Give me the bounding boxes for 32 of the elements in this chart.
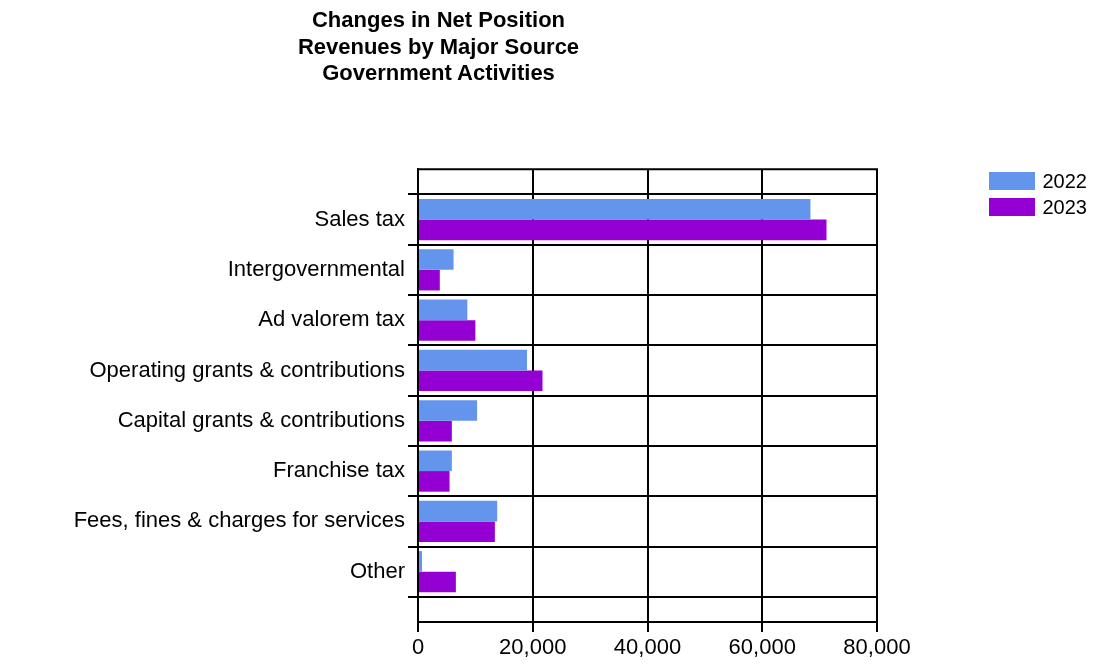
chart-title: Changes in Net Position Revenues by Major Source Government Activities — [297, 7, 580, 86]
bar — [419, 471, 450, 492]
bar — [419, 269, 440, 291]
x-tick-label: 80,000 — [843, 634, 911, 660]
x-tick-label: 0 — [411, 634, 425, 660]
y-tick-label: Ad valorem tax — [258, 306, 405, 332]
y-tick-label: Capital grants & contributions — [117, 406, 405, 432]
x-tick-label: 60,000 — [728, 634, 796, 660]
bar — [419, 500, 498, 522]
y-tick-label: Franchise tax — [272, 457, 405, 483]
bar — [419, 571, 456, 593]
y-tick-label: Sales tax — [314, 205, 405, 231]
bar — [419, 198, 811, 220]
y-tick-label: Operating grants & contributions — [89, 356, 405, 382]
bar — [419, 249, 454, 270]
y-tick-label: Fees, fines & charges for services — [73, 507, 405, 533]
bar — [419, 299, 468, 321]
bar — [419, 551, 423, 572]
bar — [419, 450, 452, 472]
bar — [419, 420, 452, 442]
x-tick-label: 40,000 — [613, 634, 682, 660]
bar — [419, 370, 543, 392]
bar — [419, 320, 476, 341]
legend-label: 2022 — [1042, 169, 1087, 193]
y-tick-label: Intergovernmental — [227, 255, 405, 281]
bar — [419, 521, 495, 543]
y-tick-label: Other — [349, 557, 405, 583]
x-tick-label: 20,000 — [499, 634, 567, 660]
bar — [419, 349, 528, 371]
bar — [419, 400, 478, 421]
legend-label: 2023 — [1042, 195, 1087, 219]
bar — [419, 219, 827, 241]
